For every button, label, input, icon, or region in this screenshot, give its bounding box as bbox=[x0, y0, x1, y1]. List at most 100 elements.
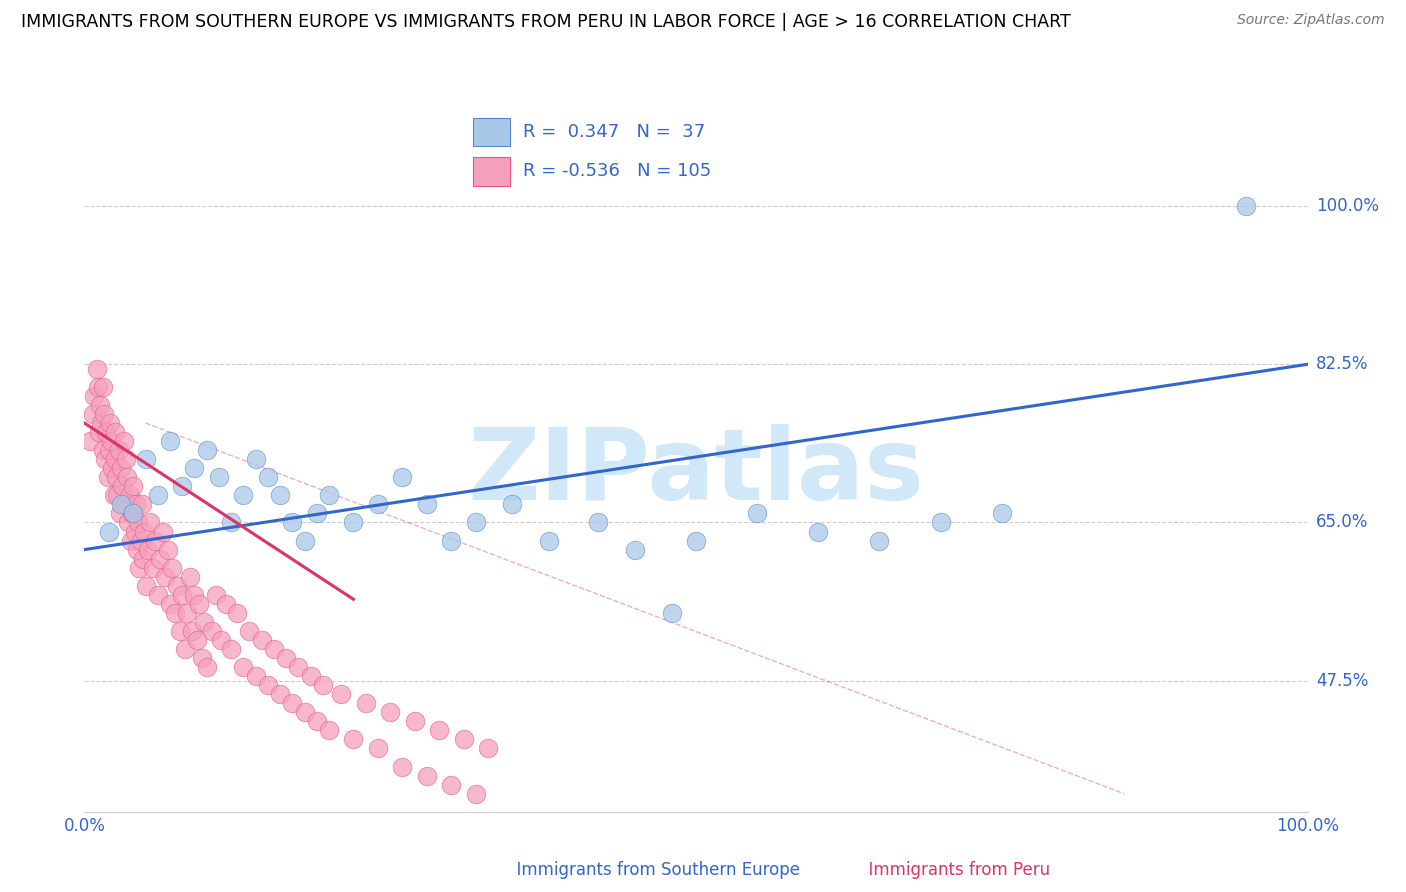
Point bbox=[453, 732, 475, 747]
Point bbox=[287, 660, 309, 674]
Point bbox=[209, 632, 232, 647]
Point bbox=[169, 624, 191, 638]
Text: Immigrants from Peru: Immigrants from Peru bbox=[858, 861, 1050, 879]
Point bbox=[929, 516, 952, 530]
Point bbox=[294, 533, 316, 548]
Point bbox=[79, 434, 101, 449]
Point bbox=[156, 542, 179, 557]
Point bbox=[173, 642, 195, 657]
Point bbox=[107, 443, 129, 458]
Text: 82.5%: 82.5% bbox=[1316, 355, 1368, 373]
Point bbox=[269, 488, 291, 502]
Point bbox=[318, 723, 340, 738]
Point bbox=[146, 588, 169, 602]
Point bbox=[110, 497, 132, 511]
Point bbox=[747, 507, 769, 521]
Point bbox=[391, 759, 413, 773]
Point bbox=[129, 533, 152, 548]
Point bbox=[464, 516, 486, 530]
Point bbox=[98, 416, 121, 430]
Point bbox=[87, 425, 110, 439]
Point bbox=[96, 425, 118, 439]
Point bbox=[135, 452, 157, 467]
Point bbox=[188, 597, 211, 611]
Point bbox=[122, 479, 145, 493]
Point bbox=[1234, 199, 1257, 213]
Point bbox=[312, 678, 335, 692]
Point bbox=[281, 696, 304, 710]
Point bbox=[162, 560, 184, 574]
Point bbox=[219, 516, 242, 530]
Point bbox=[305, 507, 328, 521]
Point bbox=[114, 497, 136, 511]
Point bbox=[990, 507, 1012, 521]
Point bbox=[404, 714, 426, 729]
Point bbox=[501, 497, 523, 511]
Point bbox=[82, 407, 104, 421]
Text: ZIPatlas: ZIPatlas bbox=[468, 425, 924, 521]
Point bbox=[477, 741, 499, 756]
Point bbox=[342, 516, 364, 530]
Point bbox=[305, 714, 328, 729]
Point bbox=[440, 778, 463, 792]
Point bbox=[100, 434, 122, 449]
Point bbox=[97, 443, 120, 458]
Point bbox=[108, 507, 131, 521]
Point bbox=[176, 606, 198, 620]
Point bbox=[91, 443, 114, 458]
Point bbox=[122, 507, 145, 521]
Point bbox=[120, 533, 142, 548]
Point bbox=[427, 723, 450, 738]
Point bbox=[367, 741, 389, 756]
Point bbox=[193, 615, 215, 629]
Point bbox=[87, 380, 110, 394]
Point bbox=[257, 678, 280, 692]
Point bbox=[125, 497, 148, 511]
Point bbox=[195, 660, 218, 674]
Text: R = -0.536   N = 105: R = -0.536 N = 105 bbox=[523, 162, 711, 180]
Point bbox=[195, 443, 218, 458]
Point bbox=[232, 488, 254, 502]
Point bbox=[263, 642, 285, 657]
Point bbox=[661, 606, 683, 620]
Point bbox=[250, 632, 273, 647]
Text: IMMIGRANTS FROM SOUTHERN EUROPE VS IMMIGRANTS FROM PERU IN LABOR FORCE | AGE > 1: IMMIGRANTS FROM SOUTHERN EUROPE VS IMMIG… bbox=[21, 13, 1071, 31]
Point bbox=[269, 687, 291, 701]
Point bbox=[163, 606, 186, 620]
Point bbox=[807, 524, 830, 539]
Point bbox=[159, 597, 181, 611]
Point bbox=[215, 597, 238, 611]
Point bbox=[208, 470, 231, 484]
Point bbox=[152, 524, 174, 539]
Point bbox=[136, 542, 159, 557]
Point bbox=[89, 398, 111, 412]
Point bbox=[132, 551, 155, 566]
Point bbox=[245, 452, 267, 467]
Point bbox=[586, 516, 609, 530]
Point bbox=[111, 479, 134, 493]
Point bbox=[124, 524, 146, 539]
Point bbox=[232, 660, 254, 674]
Point bbox=[117, 516, 139, 530]
Point bbox=[125, 542, 148, 557]
Point bbox=[685, 533, 707, 548]
Point bbox=[205, 588, 228, 602]
Point bbox=[299, 669, 322, 683]
Bar bbox=[474, 118, 510, 146]
Point bbox=[200, 624, 222, 638]
Point bbox=[354, 696, 377, 710]
Text: Source: ZipAtlas.com: Source: ZipAtlas.com bbox=[1237, 13, 1385, 28]
Point bbox=[464, 787, 486, 801]
Point bbox=[181, 624, 204, 638]
Point bbox=[342, 732, 364, 747]
Point bbox=[90, 416, 112, 430]
Point bbox=[416, 497, 439, 511]
Point bbox=[380, 706, 402, 720]
Point bbox=[226, 606, 249, 620]
Point bbox=[172, 588, 194, 602]
Point bbox=[139, 516, 162, 530]
Point bbox=[391, 470, 413, 484]
Point bbox=[219, 642, 242, 657]
Point bbox=[110, 461, 132, 475]
Point bbox=[245, 669, 267, 683]
